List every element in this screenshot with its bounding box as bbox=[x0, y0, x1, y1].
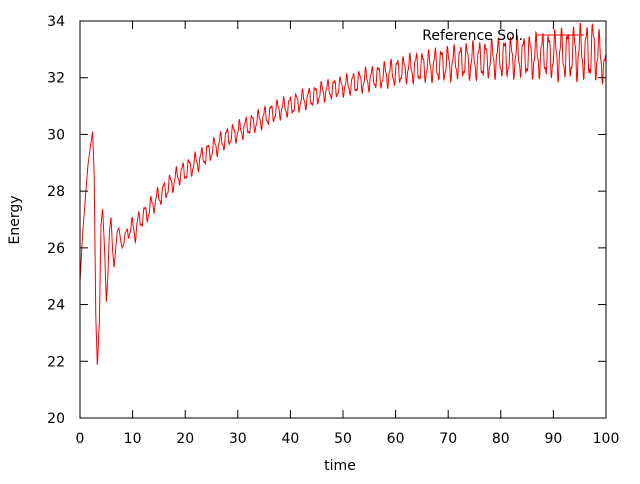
x-tick-label: 60 bbox=[387, 431, 405, 447]
x-axis: 0 10 20 30 40 50 60 70 80 90 100 bbox=[76, 21, 620, 447]
plot-frame bbox=[79, 20, 607, 419]
y-tick-label: 30 bbox=[47, 127, 65, 143]
x-tick-label: 0 bbox=[76, 431, 85, 447]
y-axis: 20 22 24 26 28 30 32 34 bbox=[47, 14, 606, 427]
y-tick-label: 32 bbox=[47, 71, 65, 87]
x-tick-label: 90 bbox=[544, 431, 562, 447]
x-tick-label: 20 bbox=[176, 431, 194, 447]
x-tick-label: 10 bbox=[124, 431, 142, 447]
y-tick-label: 28 bbox=[47, 184, 65, 200]
y-tick-label: 34 bbox=[47, 14, 65, 30]
y-tick-label: 26 bbox=[47, 241, 65, 257]
x-tick-label: 100 bbox=[593, 431, 620, 447]
x-axis-label: time bbox=[324, 458, 356, 474]
x-tick-label: 80 bbox=[492, 431, 510, 447]
y-tick-label: 24 bbox=[47, 298, 65, 314]
x-tick-label: 30 bbox=[229, 431, 247, 447]
x-tick-label: 70 bbox=[439, 431, 457, 447]
series-group bbox=[79, 22, 607, 365]
series-line-0 bbox=[79, 22, 607, 365]
x-tick-label: 50 bbox=[334, 431, 352, 447]
y-axis-label: Energy bbox=[7, 195, 23, 244]
y-tick-label: 22 bbox=[47, 354, 65, 370]
x-tick-label: 40 bbox=[281, 431, 299, 447]
y-tick-label: 20 bbox=[47, 411, 65, 427]
legend-label-reference-sol: Reference Sol. bbox=[422, 28, 523, 44]
legend: Reference Sol. bbox=[422, 28, 584, 44]
